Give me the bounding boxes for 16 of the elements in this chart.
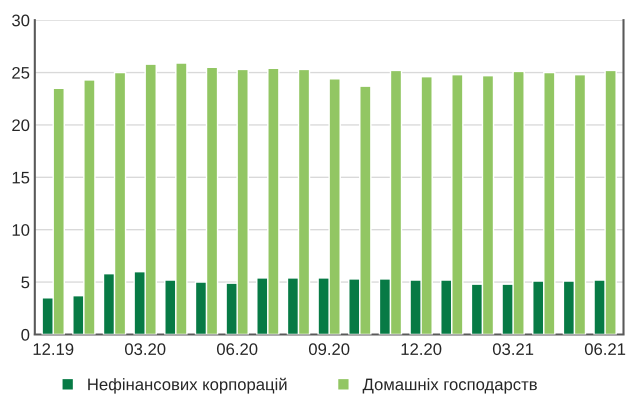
x-tick-label: 06.20 <box>216 343 258 356</box>
y-tick-label: 20 <box>12 119 30 132</box>
y-tick-label: 0 <box>21 328 30 341</box>
x-tick-label: 09.20 <box>308 343 350 356</box>
x-tick-label: 06.21 <box>584 343 626 356</box>
y-tick-label: 15 <box>12 172 30 184</box>
x-tick-label: 12.20 <box>402 343 442 356</box>
y-tick-label: 25 <box>12 66 30 79</box>
x-tick-label: 12.19 <box>34 343 74 356</box>
x-tick-label: 03.21 <box>492 343 534 356</box>
y-tick-label: 5 <box>21 276 30 288</box>
x-tick-label: 03.20 <box>124 343 166 356</box>
legend-label: Домашніх господарств <box>362 378 537 394</box>
y-tick-label: 30 <box>12 14 30 26</box>
legend-label: Нефінансових корпорацій <box>88 378 286 394</box>
y-tick-label: 10 <box>12 224 30 236</box>
